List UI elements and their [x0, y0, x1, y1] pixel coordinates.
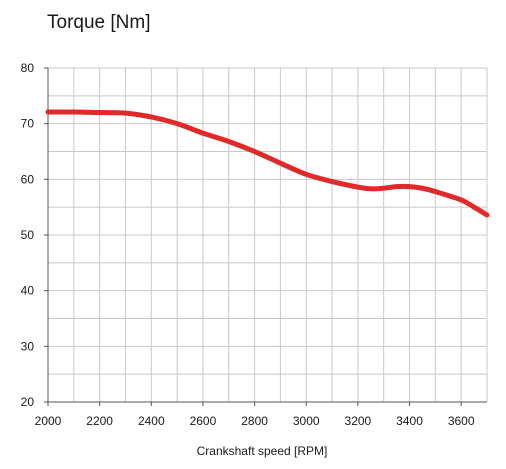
y-tick-label: 20 — [21, 395, 35, 409]
series-group — [45, 109, 490, 218]
y-tick-label: 60 — [21, 172, 35, 186]
torque-line — [45, 109, 490, 218]
y-tick-label: 40 — [21, 284, 35, 298]
x-tick-label: 2200 — [86, 414, 113, 428]
x-tick-label: 3000 — [293, 414, 320, 428]
x-tick-label: 2600 — [190, 414, 217, 428]
y-tick-label: 30 — [21, 339, 35, 353]
x-tick-label: 3400 — [396, 414, 423, 428]
y-tick-labels: 20 30 40 50 60 70 80 — [21, 61, 48, 409]
y-tick-label: 80 — [21, 61, 35, 75]
x-tick-label: 3200 — [345, 414, 372, 428]
y-tick-label: 50 — [21, 228, 35, 242]
x-tick-label: 2400 — [138, 414, 165, 428]
x-tick-label: 2800 — [241, 414, 268, 428]
y-tick-label: 70 — [21, 117, 35, 131]
chart-title: Torque [Nm] — [47, 12, 151, 33]
x-axis-label: Crankshaft speed [RPM] — [197, 444, 328, 458]
x-tick-label: 3600 — [448, 414, 475, 428]
x-tick-labels: 2000 2200 2400 2600 2800 3000 3200 3400 3600 — [35, 402, 475, 428]
grid-lines — [47, 67, 488, 403]
x-tick-label: 2000 — [35, 414, 62, 428]
